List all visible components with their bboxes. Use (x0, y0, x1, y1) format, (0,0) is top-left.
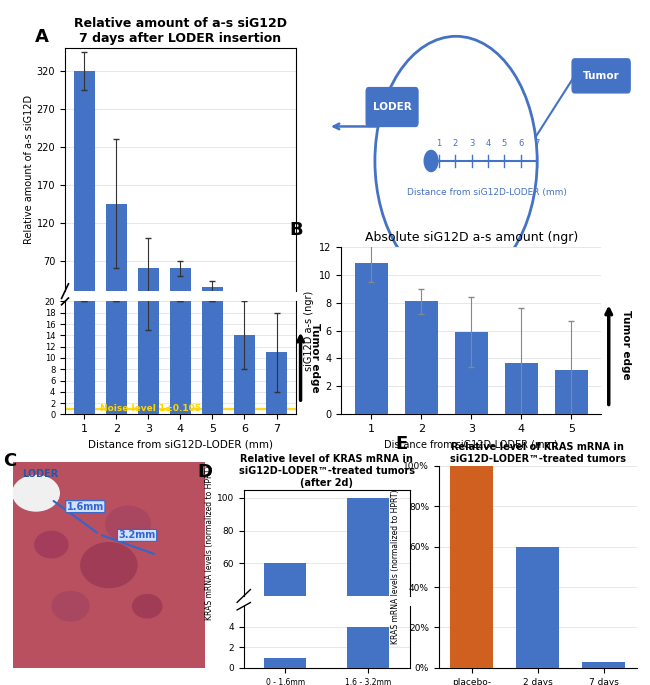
Bar (234, 299, 255, 314)
Text: D: D (198, 463, 213, 482)
Bar (106, 203, 127, 314)
Text: Distance from siG12D-LODER (mm): Distance from siG12D-LODER (mm) (408, 188, 567, 197)
Y-axis label: KRAS mRNA levels (normalized to HPRT): KRAS mRNA levels (normalized to HPRT) (391, 490, 400, 644)
Text: 1.6mm: 1.6mm (67, 501, 104, 512)
Title: Absolute siG12D a-s amount (ngr): Absolute siG12D a-s amount (ngr) (365, 231, 578, 244)
FancyBboxPatch shape (366, 88, 418, 127)
Y-axis label: KRAS mRNA levels (normalized to HPRT): KRAS mRNA levels (normalized to HPRT) (205, 466, 214, 620)
Ellipse shape (51, 590, 90, 622)
Text: A: A (35, 29, 49, 47)
Bar (170, 301, 191, 414)
Text: B: B (289, 221, 303, 240)
Bar (405, 301, 437, 414)
Bar (582, 662, 625, 668)
X-axis label: Distance from siG12D-LODER (mm): Distance from siG12D-LODER (mm) (384, 440, 558, 450)
Text: Tumor edge: Tumor edge (310, 323, 320, 393)
Title: Relative level of KRAS mRNA in
siG12D-LODER™-treated tumors
(after 2d): Relative level of KRAS mRNA in siG12D-LO… (239, 454, 415, 488)
FancyBboxPatch shape (572, 59, 630, 93)
Bar (266, 352, 287, 414)
Title: Relative level of KRAS mRNA in
siG12D-LODER™-treated tumors: Relative level of KRAS mRNA in siG12D-LO… (450, 442, 626, 464)
Bar (555, 370, 588, 414)
Text: Tumor edge: Tumor edge (621, 310, 631, 379)
Bar (505, 362, 538, 414)
Bar (74, 71, 95, 314)
Text: 6: 6 (518, 138, 523, 147)
Bar (170, 269, 191, 314)
Circle shape (424, 151, 438, 171)
Text: LODER: LODER (372, 102, 411, 112)
Text: Noise level 1±0.105: Noise level 1±0.105 (100, 404, 202, 413)
Text: 2: 2 (452, 138, 458, 147)
Y-axis label: siG12D a-s (ngr): siG12D a-s (ngr) (304, 290, 313, 371)
Y-axis label: Relative amount of a-s siG12D: Relative amount of a-s siG12D (24, 95, 34, 244)
Bar (106, 301, 127, 414)
Bar (266, 306, 287, 314)
Ellipse shape (34, 531, 69, 558)
Ellipse shape (12, 475, 60, 512)
Text: 3.2mm: 3.2mm (118, 530, 156, 540)
Bar (234, 336, 255, 414)
Bar (202, 301, 223, 414)
Bar (65, 408, 296, 410)
Text: 4: 4 (486, 138, 491, 147)
Bar (516, 547, 560, 668)
Ellipse shape (105, 506, 151, 543)
Text: LODER: LODER (23, 469, 59, 479)
Text: 1: 1 (436, 138, 441, 147)
Bar (347, 627, 389, 668)
Ellipse shape (132, 594, 162, 619)
Title: Relative amount of a-s siG12D
7 days after LODER insertion: Relative amount of a-s siG12D 7 days aft… (74, 17, 287, 45)
Bar (355, 263, 387, 414)
Bar (138, 269, 159, 314)
Bar (347, 498, 389, 661)
Text: 7: 7 (534, 138, 540, 147)
Text: 5: 5 (502, 138, 507, 147)
Bar (202, 287, 223, 314)
Bar (74, 301, 95, 414)
Text: C: C (3, 452, 17, 470)
Bar (265, 658, 306, 668)
Text: E: E (395, 436, 408, 453)
Text: 3: 3 (469, 138, 474, 147)
Text: Tumor: Tumor (583, 71, 619, 81)
Ellipse shape (80, 542, 138, 588)
Bar (265, 563, 306, 661)
Bar (455, 332, 488, 414)
Bar (450, 466, 493, 668)
X-axis label: Distance from siG12D-LODER (mm): Distance from siG12D-LODER (mm) (88, 440, 273, 450)
Bar (138, 301, 159, 414)
